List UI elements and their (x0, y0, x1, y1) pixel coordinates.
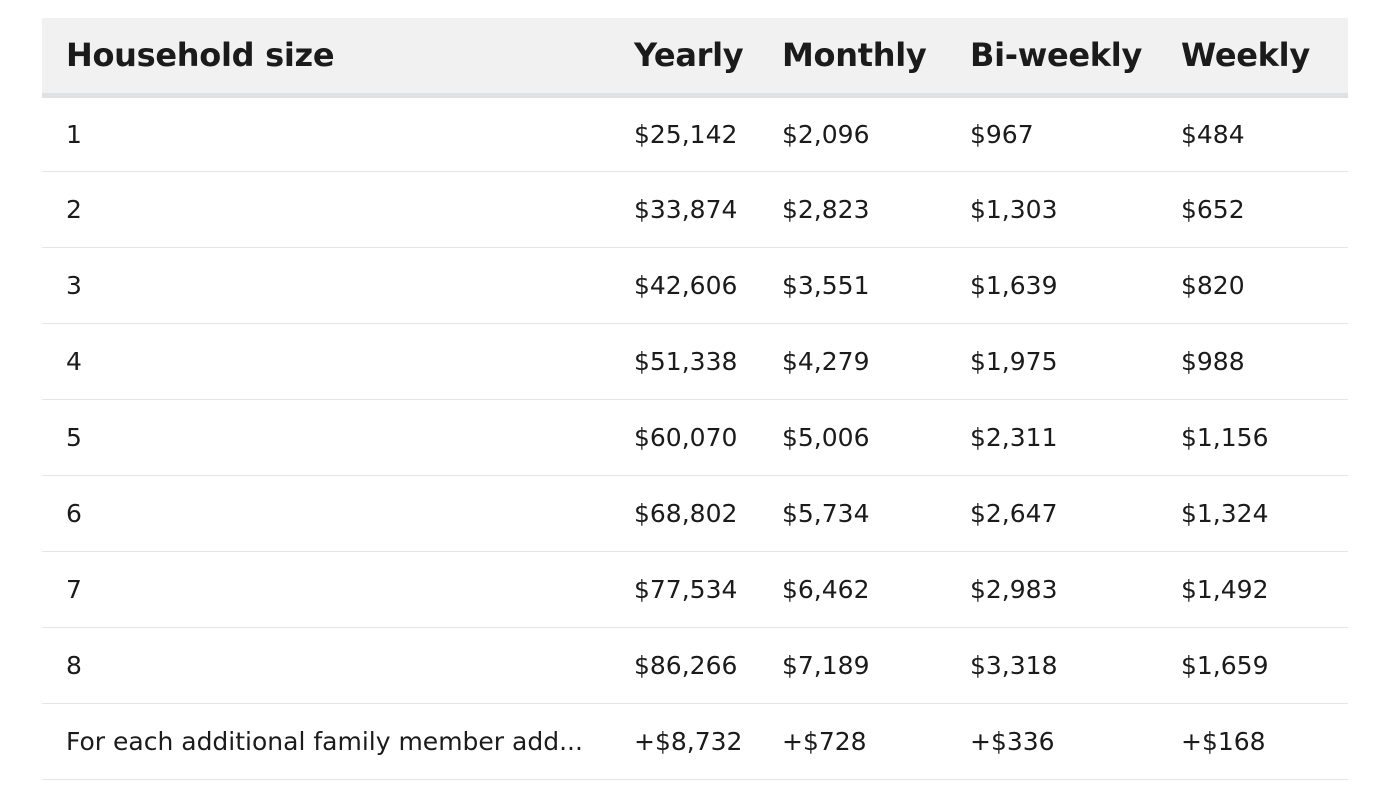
cell-weekly: $1,324 (1157, 475, 1348, 552)
cell-bi-weekly: $967 (946, 95, 1157, 172)
cell-bi-weekly: $2,311 (946, 399, 1157, 476)
cell-yearly: $77,534 (610, 551, 758, 628)
table-row: 1 $25,142 $2,096 $967 $484 (42, 95, 1348, 172)
cell-household-size: 8 (42, 627, 610, 704)
table-row: 8 $86,266 $7,189 $3,318 $1,659 (42, 627, 1348, 704)
header-row: Household size Yearly Monthly Bi-weekly … (42, 18, 1348, 98)
cell-yearly: $33,874 (610, 171, 758, 248)
cell-yearly: $42,606 (610, 247, 758, 324)
cell-weekly: +$168 (1157, 703, 1348, 780)
cell-household-size: 5 (42, 399, 610, 476)
cell-bi-weekly: $2,647 (946, 475, 1157, 552)
cell-yearly: $60,070 (610, 399, 758, 476)
cell-weekly: $1,492 (1157, 551, 1348, 628)
income-table-container: Household size Yearly Monthly Bi-weekly … (42, 18, 1348, 780)
table-row: 7 $77,534 $6,462 $2,983 $1,492 (42, 551, 1348, 628)
cell-monthly: $4,279 (758, 323, 946, 400)
table-header: Household size Yearly Monthly Bi-weekly … (42, 18, 1348, 98)
cell-monthly: $5,734 (758, 475, 946, 552)
cell-bi-weekly: $3,318 (946, 627, 1157, 704)
cell-weekly: $484 (1157, 95, 1348, 172)
cell-household-size: For each additional family member add... (42, 703, 610, 780)
cell-bi-weekly: $1,639 (946, 247, 1157, 324)
cell-weekly: $1,156 (1157, 399, 1348, 476)
header-household-size: Household size (42, 18, 610, 98)
cell-bi-weekly: $1,303 (946, 171, 1157, 248)
table-row-additional-member: For each additional family member add...… (42, 703, 1348, 780)
table-body: 1 $25,142 $2,096 $967 $484 2 $33,874 $2,… (42, 95, 1348, 780)
table-row: 4 $51,338 $4,279 $1,975 $988 (42, 323, 1348, 400)
cell-weekly: $988 (1157, 323, 1348, 400)
cell-bi-weekly: +$336 (946, 703, 1157, 780)
cell-household-size: 4 (42, 323, 610, 400)
cell-household-size: 7 (42, 551, 610, 628)
cell-yearly: $86,266 (610, 627, 758, 704)
cell-weekly: $1,659 (1157, 627, 1348, 704)
cell-monthly: $5,006 (758, 399, 946, 476)
cell-yearly: +$8,732 (610, 703, 758, 780)
cell-weekly: $820 (1157, 247, 1348, 324)
cell-household-size: 6 (42, 475, 610, 552)
cell-monthly: $6,462 (758, 551, 946, 628)
cell-household-size: 1 (42, 95, 610, 172)
cell-weekly: $652 (1157, 171, 1348, 248)
table-row: 6 $68,802 $5,734 $2,647 $1,324 (42, 475, 1348, 552)
cell-yearly: $51,338 (610, 323, 758, 400)
table-row: 5 $60,070 $5,006 $2,311 $1,156 (42, 399, 1348, 476)
header-weekly: Weekly (1157, 18, 1348, 98)
table-row: 3 $42,606 $3,551 $1,639 $820 (42, 247, 1348, 324)
cell-yearly: $25,142 (610, 95, 758, 172)
header-bi-weekly: Bi-weekly (946, 18, 1157, 98)
income-table: Household size Yearly Monthly Bi-weekly … (42, 18, 1348, 780)
cell-monthly: $3,551 (758, 247, 946, 324)
cell-household-size: 2 (42, 171, 610, 248)
header-monthly: Monthly (758, 18, 946, 98)
cell-monthly: $7,189 (758, 627, 946, 704)
cell-monthly: +$728 (758, 703, 946, 780)
cell-monthly: $2,823 (758, 171, 946, 248)
cell-bi-weekly: $1,975 (946, 323, 1157, 400)
cell-yearly: $68,802 (610, 475, 758, 552)
cell-bi-weekly: $2,983 (946, 551, 1157, 628)
cell-household-size: 3 (42, 247, 610, 324)
header-yearly: Yearly (610, 18, 758, 98)
cell-monthly: $2,096 (758, 95, 946, 172)
table-row: 2 $33,874 $2,823 $1,303 $652 (42, 171, 1348, 248)
